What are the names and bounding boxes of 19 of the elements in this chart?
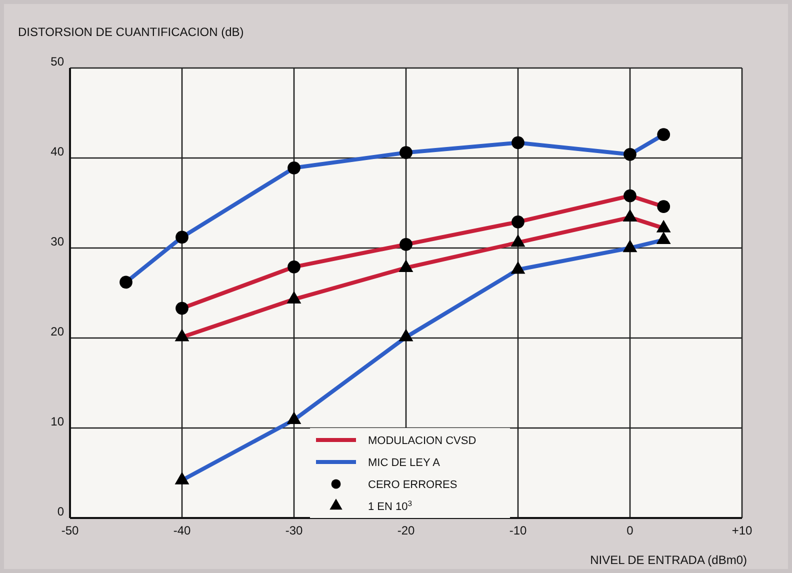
x-tick-label: -50 <box>61 524 79 538</box>
annotation: 1 EN 10$^{3}$ <box>368 498 412 513</box>
y-tick-label: 10 <box>50 414 64 429</box>
x-tick-label: 0 <box>626 524 634 538</box>
x-tick-label: -10 <box>509 524 527 538</box>
x-tick-label: +10 <box>732 524 752 538</box>
legend-label: MODULACION CVSD <box>368 435 476 447</box>
x-axis-title: NIVEL DE ENTRADA (dBm0) <box>590 553 747 567</box>
y-tick-label: 30 <box>50 234 64 249</box>
y-tick-label: 50 <box>50 54 64 69</box>
y-tick-label: 40 <box>50 144 64 159</box>
annotation: CERO ERRORES <box>368 479 458 491</box>
y-axis-title: DISTORSION DE CUANTIFICACION (dB) <box>18 25 244 39</box>
legend-label: MIC DE LEY A <box>368 457 441 469</box>
x-tick-label: -20 <box>397 524 415 538</box>
y-tick-label: 0 <box>57 504 64 519</box>
x-tick-label: -40 <box>173 524 191 538</box>
y-tick-label: 20 <box>50 324 64 339</box>
x-tick-label: -30 <box>285 524 303 538</box>
